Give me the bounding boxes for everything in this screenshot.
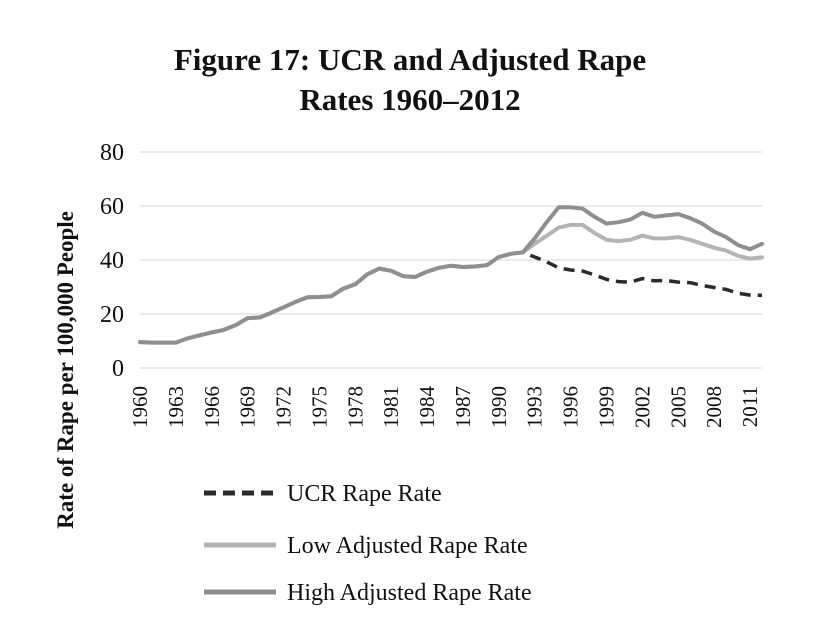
- x-tick-label: 1999: [595, 386, 619, 428]
- x-tick-label: 2005: [666, 386, 690, 428]
- chart-title-line-1: Figure 17: UCR and Adjusted Rape: [173, 42, 647, 77]
- y-tick-label: 60: [100, 194, 124, 220]
- y-tick-label: 40: [100, 248, 124, 274]
- x-tick-label: 1987: [451, 386, 475, 428]
- x-tick-label: 2002: [630, 386, 654, 428]
- series-line-high-adjusted-rape-rate: [138, 205, 764, 345]
- chart-title-line-2: Rates 1960–2012: [299, 82, 521, 117]
- x-tick-label: 1975: [307, 386, 331, 428]
- x-tick-label: 1990: [487, 386, 511, 428]
- x-tick-label: 1996: [559, 386, 583, 428]
- legend-label: Low Adjusted Rape Rate: [287, 533, 528, 559]
- x-tick-label: 1966: [200, 386, 224, 428]
- y-tick-label: 80: [100, 140, 124, 166]
- x-tick-label: 2011: [738, 386, 762, 427]
- x-tick-label: 1972: [272, 386, 296, 428]
- x-tick-label: 1984: [415, 386, 439, 429]
- x-tick-label: 1981: [379, 386, 403, 428]
- y-tick-label: 0: [112, 356, 124, 382]
- legend-label: High Adjusted Rape Rate: [287, 580, 532, 606]
- x-tick-label: 1969: [236, 386, 260, 428]
- x-tick-label: 1960: [128, 386, 152, 428]
- x-tick-label: 2008: [702, 386, 726, 428]
- x-tick-label: 1978: [343, 386, 367, 428]
- x-tick-label: 1993: [523, 386, 547, 428]
- legend-label: UCR Rape Rate: [287, 481, 442, 507]
- x-tick-label: 1963: [164, 386, 188, 428]
- y-tick-label: 20: [100, 302, 124, 328]
